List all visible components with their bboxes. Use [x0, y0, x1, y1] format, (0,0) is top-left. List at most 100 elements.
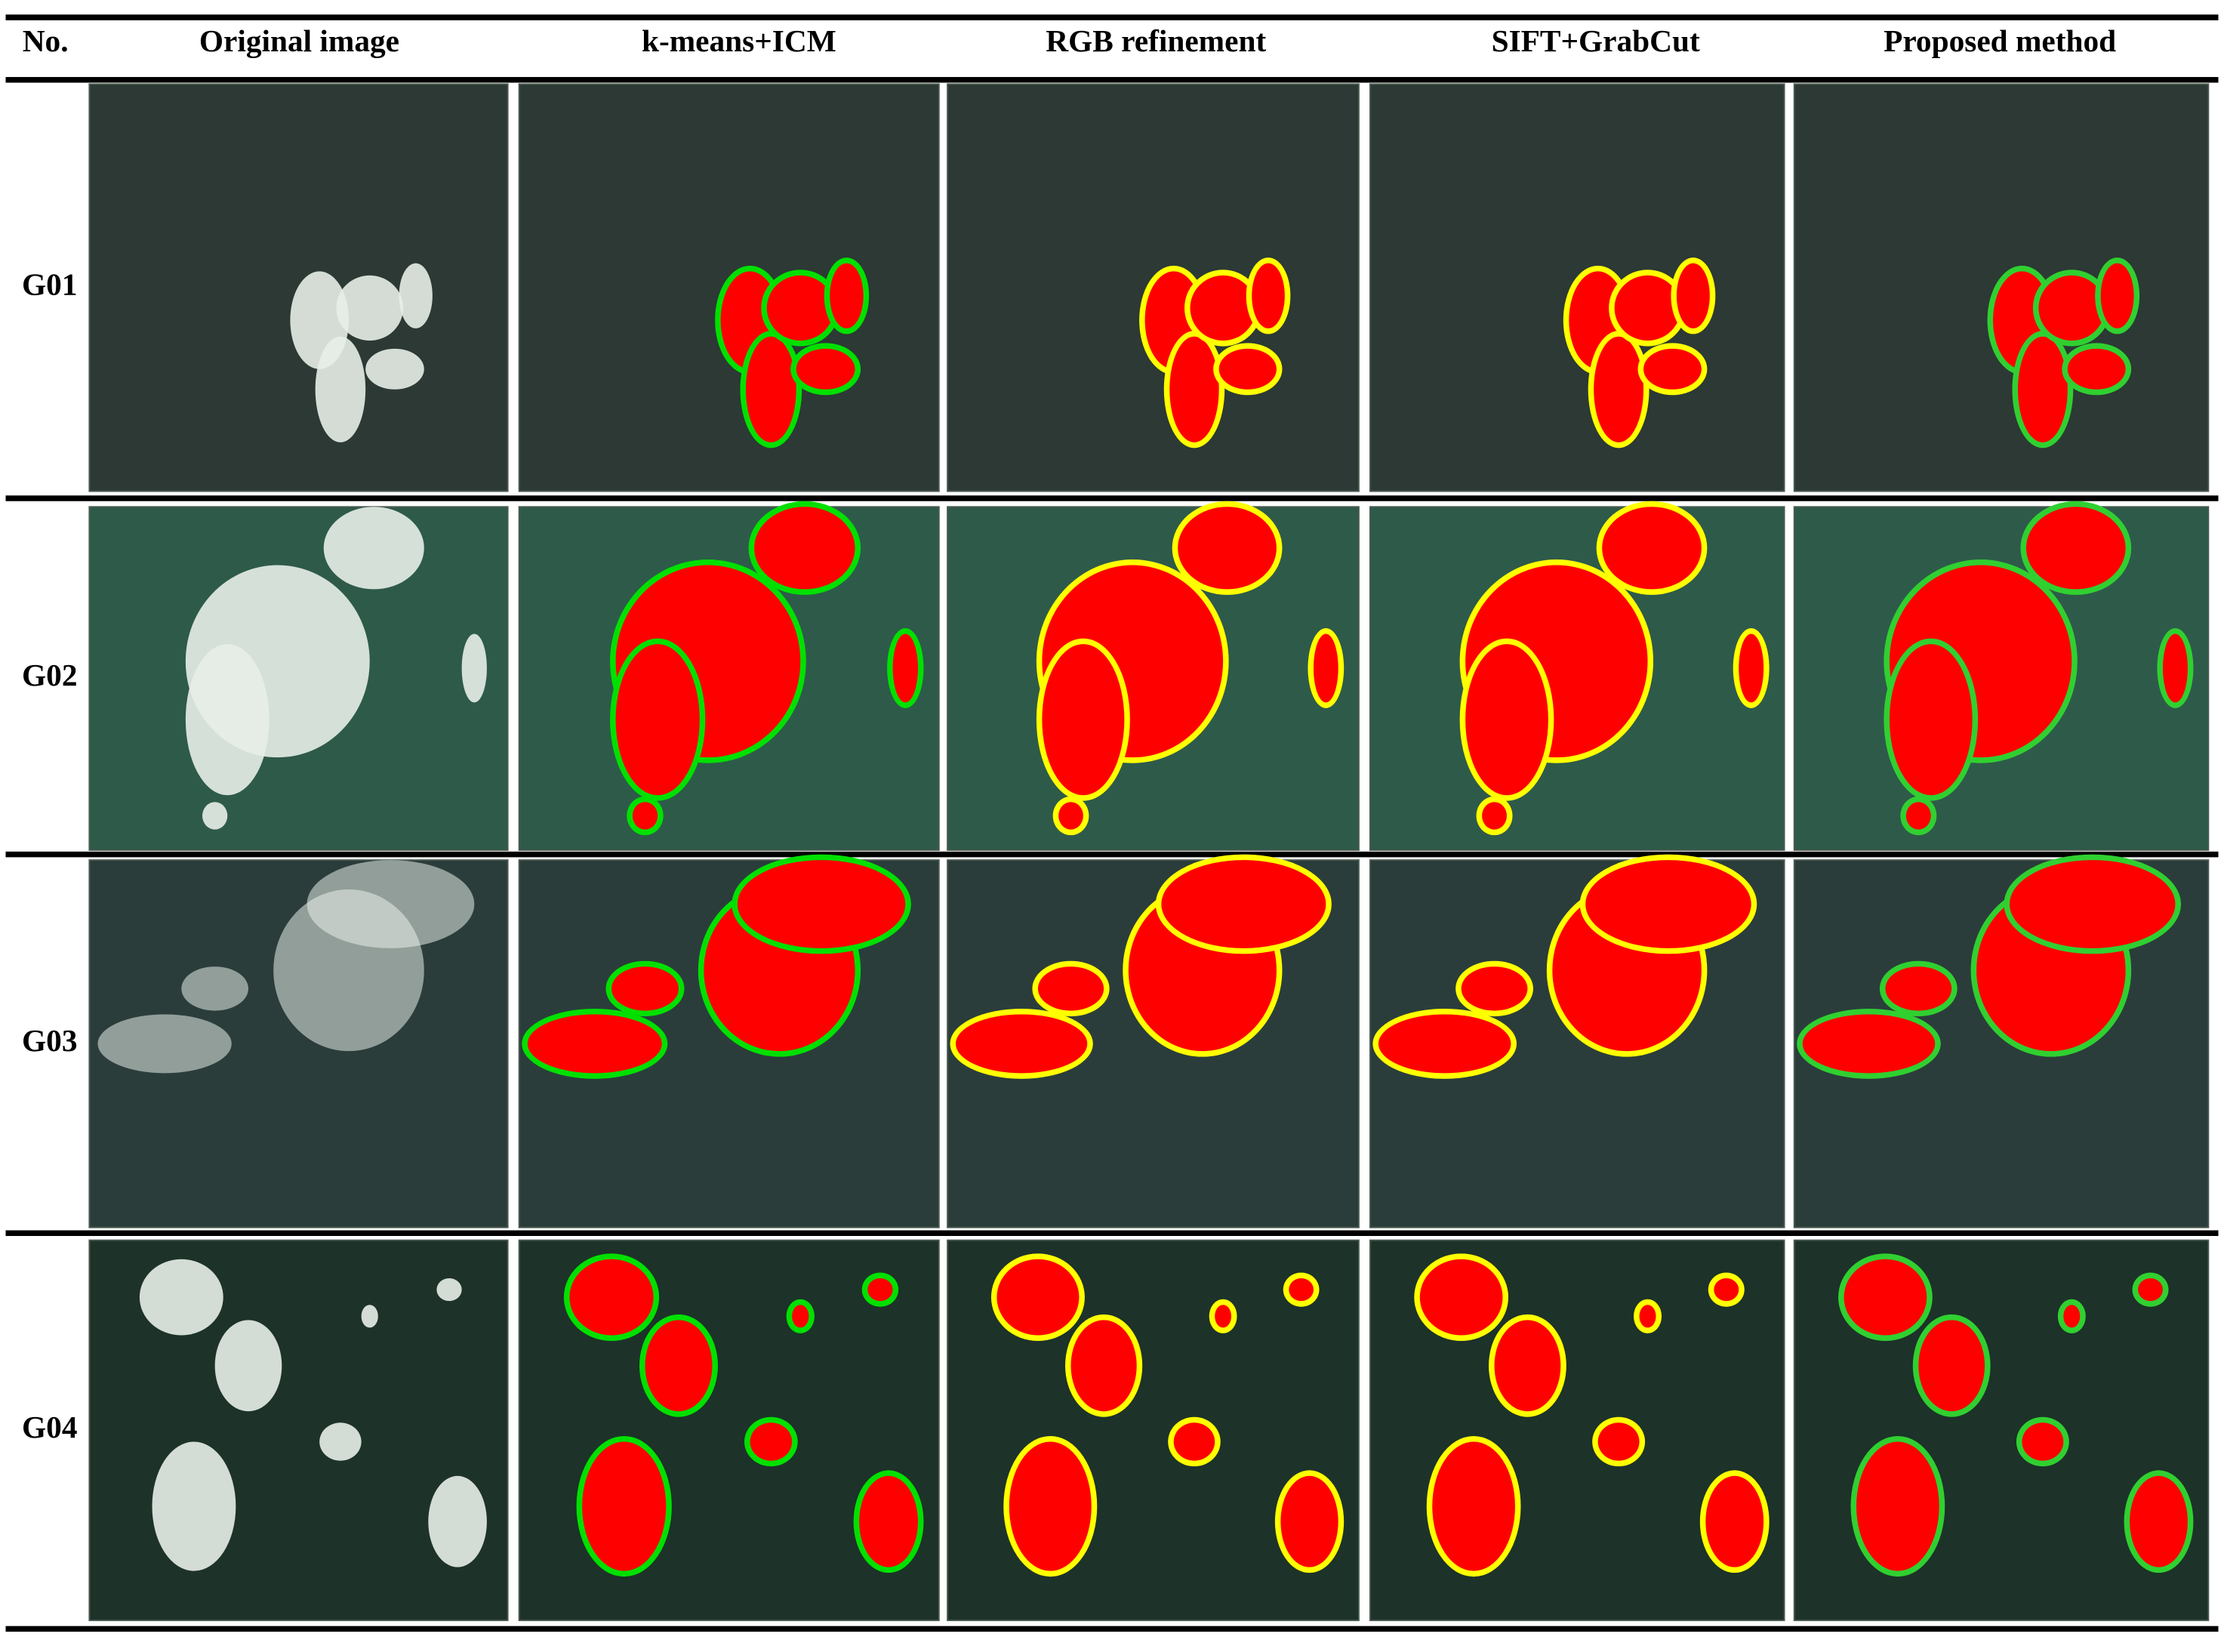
cloud-mask [569, 1259, 654, 1336]
cloud-mask [754, 507, 855, 590]
cloud-mask [1676, 263, 1710, 328]
cloud-mask [1313, 633, 1338, 703]
cloud [319, 1422, 362, 1461]
cloud-mask [2063, 1305, 2081, 1328]
image-texture [947, 506, 1360, 851]
row-label: G03 [22, 1023, 77, 1058]
cloud-mask [2067, 348, 2126, 390]
cloud-mask [2017, 336, 2068, 442]
cloud-mask [1889, 644, 1973, 796]
cloud-mask [611, 966, 679, 1011]
cloud-mask [1856, 1441, 1939, 1571]
image-texture [947, 1239, 1360, 1622]
cloud-mask [1643, 348, 1702, 390]
column-header: Original image [199, 23, 399, 58]
cloud-mask [1419, 1259, 1503, 1336]
cloud-mask [1639, 1305, 1656, 1328]
cloud-mask [859, 1475, 918, 1567]
row-label: G04 [22, 1410, 77, 1444]
image-texture [88, 1239, 509, 1622]
cloud-mask [1042, 644, 1125, 796]
cloud-mask [1602, 507, 1702, 590]
cloud-mask [2038, 275, 2105, 341]
cloud-mask [1585, 860, 1751, 948]
cloud-mask [1161, 860, 1326, 948]
image-texture [518, 1239, 940, 1622]
image-texture [947, 859, 1360, 1228]
cloud-mask [1215, 1305, 1232, 1328]
column-header: SIFT+GrabCut [1492, 23, 1700, 58]
column-header: Proposed method [1884, 23, 2116, 58]
cloud [461, 633, 487, 703]
cloud-mask [2100, 263, 2134, 328]
cloud-mask [615, 644, 700, 796]
cloud-mask [1173, 1422, 1215, 1461]
image-texture [518, 83, 940, 492]
cloud-mask [2009, 860, 2176, 948]
cloud-mask [1844, 1259, 1927, 1336]
cloud-mask [955, 1014, 1088, 1074]
image-texture [518, 859, 940, 1228]
cloud-mask [1432, 1441, 1515, 1571]
cloud [323, 507, 424, 590]
cloud [139, 1259, 223, 1336]
cloud-mask [792, 1305, 809, 1328]
cloud-mask [996, 1259, 1080, 1336]
cloud [315, 336, 366, 442]
cloud [365, 348, 424, 390]
cloud [181, 966, 248, 1011]
cloud-mask [527, 1014, 662, 1074]
column-header: No. [23, 23, 69, 58]
cloud-mask [1494, 1320, 1561, 1412]
cloud-mask [1058, 802, 1083, 830]
cloud [97, 1014, 232, 1074]
cloud [361, 1305, 378, 1328]
cloud-mask [1739, 633, 1764, 703]
cloud-mask [1461, 966, 1528, 1011]
cloud-mask [632, 802, 658, 830]
cloud-mask [1482, 802, 1507, 830]
cloud [336, 275, 404, 341]
cloud-mask [1070, 1320, 1137, 1412]
cloud-mask [2130, 1475, 2188, 1567]
cloud-mask [1218, 348, 1277, 390]
cloud-mask [796, 348, 855, 390]
cloud-mask [1905, 802, 1931, 830]
cloud [202, 802, 228, 830]
image-texture [1369, 83, 1785, 492]
cloud-mask [1169, 336, 1219, 442]
cloud-mask [2138, 1278, 2163, 1302]
cloud-mask [1705, 1475, 1764, 1567]
cloud-mask [2025, 507, 2126, 590]
cloud [428, 1475, 487, 1567]
cloud [185, 644, 270, 796]
cloud [436, 1278, 462, 1302]
image-texture [1793, 83, 2210, 492]
cloud-mask [1009, 1441, 1092, 1571]
cloud-mask [1614, 275, 1681, 341]
cloud-mask [1280, 1475, 1338, 1567]
image-texture [1369, 506, 1785, 851]
cloud-mask [737, 860, 906, 948]
column-header: k-means+ICM [642, 23, 836, 58]
cloud-mask [1190, 275, 1256, 341]
cloud-mask [750, 1422, 793, 1461]
cloud-mask [1714, 1278, 1739, 1302]
image-texture [1793, 506, 2210, 851]
image-texture [88, 83, 509, 492]
row-label: G02 [22, 658, 77, 692]
cloud-mask [1465, 644, 1548, 796]
cloud-mask [867, 1278, 893, 1302]
cloud-mask [1918, 1320, 1985, 1412]
cloud-mask [1597, 1422, 1640, 1461]
image-texture [1793, 859, 2210, 1228]
cloud-mask [766, 275, 834, 341]
cloud [214, 1320, 282, 1412]
cloud-mask [892, 633, 918, 703]
cloud-mask [1252, 263, 1285, 328]
cloud-mask [1289, 1278, 1314, 1302]
cloud-mask [582, 1441, 667, 1571]
image-texture [1369, 1239, 1785, 1622]
cloud [152, 1441, 236, 1571]
